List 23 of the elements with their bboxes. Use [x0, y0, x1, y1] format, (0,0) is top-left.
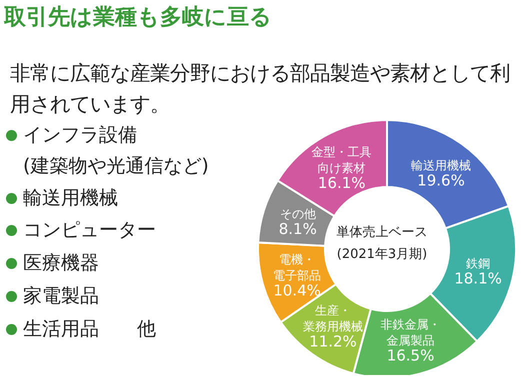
data-label: 16.1%	[318, 174, 366, 192]
data-label: 10.4%	[273, 282, 321, 300]
slice-label: 鉄鋼	[466, 256, 490, 270]
chart-subtitle: 非常に広範な産業分野における部品製造や素材として利用されています。	[10, 60, 511, 118]
slice-label: 生産・業務用機械	[302, 303, 363, 334]
chart-title: 取引先は業種も多岐に亘る	[4, 4, 272, 32]
slice-label: 電機・電子部品	[273, 252, 322, 283]
data-label: 8.1%	[278, 220, 317, 238]
text: 輸送用機械	[23, 186, 118, 211]
data-label: 11.2%	[309, 332, 357, 350]
slice-label: 非鉄金属・金属製品	[380, 317, 441, 348]
data-label: 18.1%	[454, 269, 502, 288]
slice-label: その他	[280, 206, 316, 221]
text: 生活用品 他	[23, 317, 156, 342]
text: コンピューター	[23, 218, 156, 243]
text: 家電製品	[23, 284, 99, 309]
text: 医療機器	[23, 251, 99, 276]
text: 単体売上ベース (2021年3月期)	[336, 224, 428, 264]
slice-label: 金型・工具向け素材	[312, 145, 372, 176]
text: インフラ設備 (建築物や光通信など)	[23, 123, 209, 179]
data-label: 16.5%	[386, 346, 434, 364]
slice-label: 輸送用機械	[411, 158, 472, 173]
data-label: 19.6%	[417, 172, 465, 190]
